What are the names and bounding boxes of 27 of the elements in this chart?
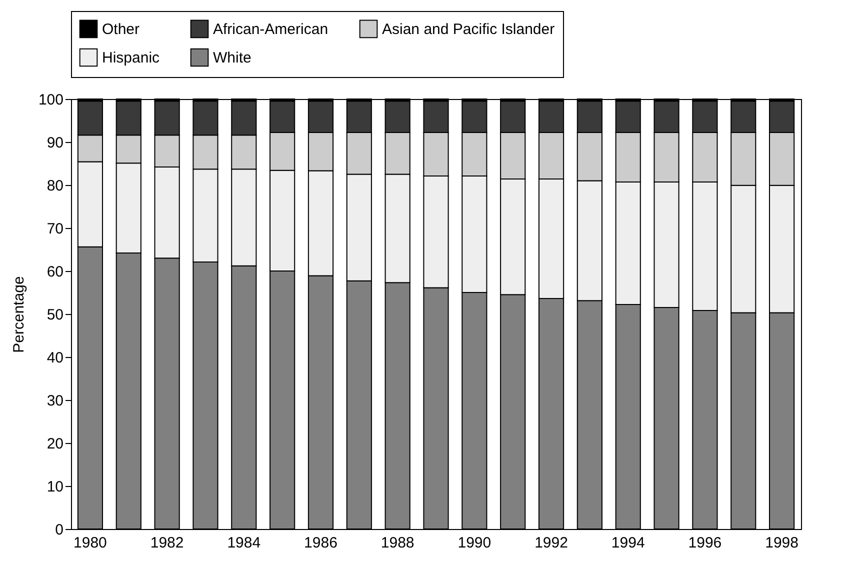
legend-label: White (213, 50, 252, 66)
legend-label: Hispanic (102, 50, 160, 66)
y-axis-title: Percentage (10, 276, 28, 353)
y-tick-label: 80 (46, 178, 64, 194)
x-tick-label: 1990 (458, 534, 492, 552)
y-tick-label: 90 (46, 134, 64, 152)
x-tick-label: 1998 (765, 534, 798, 552)
x-tick-label: 1996 (688, 534, 722, 552)
y-tick-label: 50 (46, 306, 64, 324)
y-tick-label: 20 (46, 436, 64, 452)
legend-label: Other (102, 20, 140, 38)
x-tick-label: 1994 (611, 534, 645, 552)
legend-label: African-American (213, 20, 328, 38)
y-tick-label: 70 (46, 220, 64, 238)
y-tick-label: 10 (46, 478, 64, 496)
x-tick-label: 1988 (380, 534, 414, 552)
x-tick-label: 1984 (227, 534, 261, 552)
x-tick-label: 1992 (534, 534, 568, 552)
y-tick-label: 0 (55, 522, 64, 538)
y-tick-label: 100 (38, 92, 64, 108)
x-tick-label: 1980 (74, 534, 107, 552)
x-tick-label: 1986 (304, 534, 338, 552)
y-tick-label: 40 (46, 350, 64, 366)
y-tick-label: 30 (46, 392, 64, 410)
y-tick-label: 60 (46, 264, 64, 280)
x-tick-label: 1982 (150, 534, 184, 552)
legend-label: Asian and Pacific Islander (382, 20, 555, 38)
